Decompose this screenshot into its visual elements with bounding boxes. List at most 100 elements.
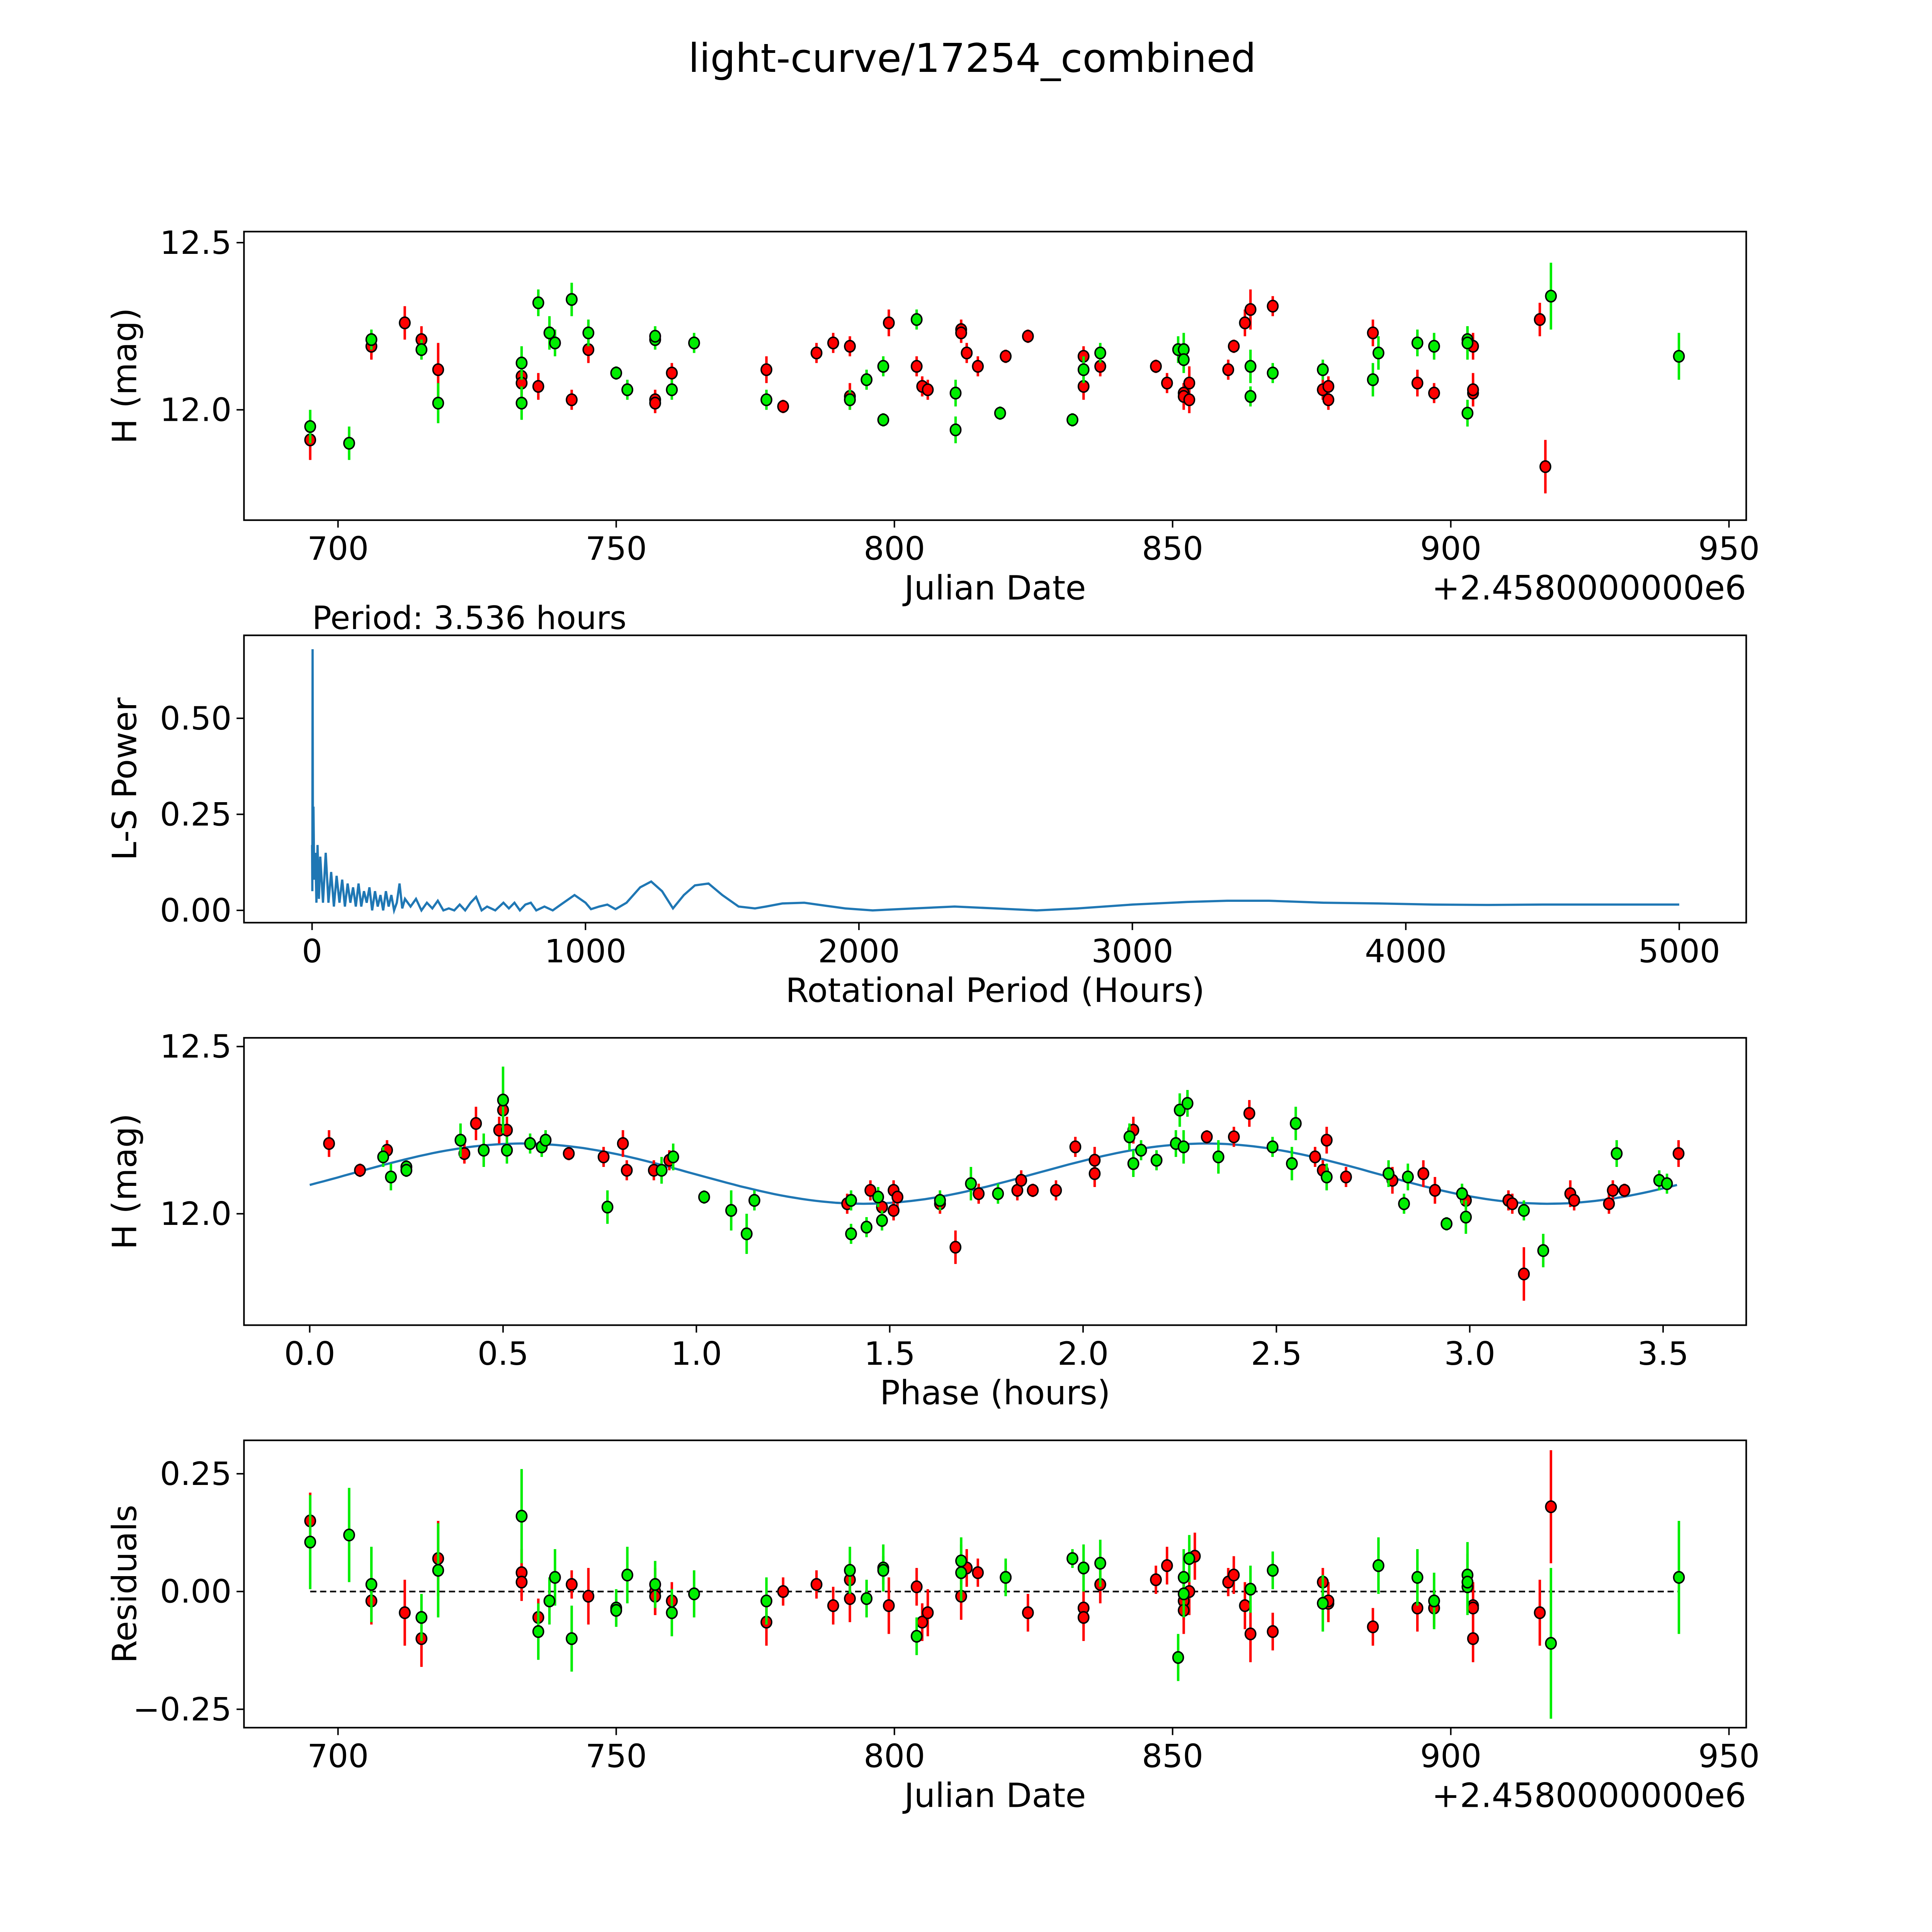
data-point-green <box>621 383 633 396</box>
data-point-green <box>845 1194 857 1207</box>
data-point-green <box>1267 366 1279 380</box>
data-point-red <box>1077 1611 1090 1624</box>
x-axis-label: Julian Date <box>902 1776 1086 1815</box>
data-point-green <box>1178 353 1190 366</box>
data-point-green <box>415 343 428 356</box>
data-point-green <box>539 1134 552 1147</box>
data-point-green <box>949 423 962 437</box>
data-point-red <box>1672 1147 1685 1160</box>
x-offset-text: +2.4580000000e6 <box>1432 569 1746 607</box>
data-point-red <box>1228 340 1240 353</box>
data-point-green <box>910 313 923 326</box>
data-point-red <box>666 366 678 380</box>
data-point-green <box>1183 1552 1196 1565</box>
data-point-green <box>861 1221 872 1234</box>
data-point-green <box>994 406 1006 420</box>
data-point-red <box>1000 350 1012 363</box>
data-point-green <box>543 326 556 340</box>
data-point-red <box>888 1204 900 1217</box>
data-point-green <box>910 1629 923 1643</box>
data-point-green <box>1178 1571 1190 1584</box>
data-point-green <box>1537 1244 1549 1257</box>
series-green <box>377 1066 1673 1267</box>
data-point-green <box>1661 1177 1673 1190</box>
data-point-green <box>934 1194 946 1207</box>
data-point-green <box>1123 1130 1136 1143</box>
data-point-red <box>649 396 661 410</box>
data-point-red <box>1534 1606 1546 1619</box>
data-point-red <box>1222 363 1235 376</box>
plot-area <box>304 1450 1685 1719</box>
data-point-green <box>1212 1150 1225 1163</box>
data-point-green <box>1611 1147 1623 1160</box>
data-point-red <box>827 1599 839 1612</box>
data-point-green <box>1286 1157 1298 1170</box>
x-tick-label: 2000 <box>818 932 900 970</box>
data-point-red <box>1243 1107 1255 1120</box>
data-point-red <box>563 1147 575 1160</box>
data-point-red <box>458 1147 471 1160</box>
data-point-green <box>304 420 316 433</box>
data-point-red <box>1428 386 1440 400</box>
data-point-green <box>760 1594 772 1607</box>
data-point-green <box>343 437 355 450</box>
data-point-red <box>844 1592 856 1605</box>
data-point-red <box>1467 1632 1479 1645</box>
data-point-red <box>1568 1194 1580 1207</box>
period-annotation: Period: 3.536 hours <box>312 599 627 637</box>
series-red <box>304 289 1551 493</box>
x-tick-label: 0.0 <box>284 1335 335 1372</box>
data-point-green <box>760 393 772 406</box>
data-point-green <box>1094 1557 1106 1570</box>
figure-title: light-curve/17254_combined <box>688 36 1256 82</box>
data-point-red <box>883 1599 895 1612</box>
y-tick-label: −0.25 <box>133 1690 231 1728</box>
data-point-green <box>566 293 578 306</box>
data-point-green <box>610 366 622 380</box>
data-point-green <box>610 1604 622 1617</box>
data-point-red <box>972 360 984 373</box>
data-point-green <box>955 1566 967 1579</box>
data-point-green <box>1518 1204 1530 1217</box>
data-point-red <box>1088 1154 1101 1167</box>
x-tick-label: 850 <box>1142 530 1203 568</box>
y-axis-label: Residuals <box>106 1505 145 1663</box>
x-tick-label: 3000 <box>1092 932 1173 970</box>
data-point-green <box>1066 413 1078 427</box>
data-point-red <box>1183 393 1196 406</box>
data-point-red <box>1603 1197 1615 1210</box>
data-point-red <box>1534 313 1546 326</box>
data-point-red <box>760 363 772 376</box>
data-point-green <box>454 1134 467 1147</box>
data-point-red <box>910 1580 923 1594</box>
data-point-green <box>1411 336 1423 350</box>
panels: 700 750 800 850 900 950 12.0 12.5 Julian Date H (… <box>106 224 1760 1815</box>
data-point-green <box>1172 1651 1184 1664</box>
data-point-green <box>497 1094 509 1107</box>
data-point-red <box>582 1590 595 1603</box>
x-tick-label: 700 <box>307 530 369 568</box>
data-point-green <box>549 1571 561 1584</box>
x-tick-label: 800 <box>864 530 925 568</box>
data-point-green <box>1461 406 1474 420</box>
data-point-green <box>666 1606 678 1619</box>
data-point-red <box>501 1124 513 1137</box>
data-point-green <box>1545 1637 1557 1650</box>
x-tick-label: 5000 <box>1638 932 1720 970</box>
data-point-green <box>877 360 889 373</box>
data-point-red <box>1228 1568 1240 1582</box>
data-point-red <box>1267 1625 1279 1638</box>
panel-residuals: 700 750 800 850 900 950 −0.25 0.00 0.25 Julian Da… <box>106 1439 1760 1815</box>
data-point-green <box>1673 350 1685 363</box>
data-point-red <box>597 1150 610 1163</box>
data-point-green <box>861 1592 873 1605</box>
data-point-green <box>1372 346 1384 360</box>
series-red <box>304 1450 1557 1667</box>
data-point-green <box>1456 1187 1468 1200</box>
x-axis-label: Rotational Period (Hours) <box>786 971 1205 1010</box>
data-point-red <box>1150 360 1162 373</box>
data-point-red <box>1417 1167 1430 1180</box>
data-point-red <box>1183 376 1196 390</box>
data-point-green <box>845 1227 857 1240</box>
data-point-green <box>365 1578 378 1591</box>
